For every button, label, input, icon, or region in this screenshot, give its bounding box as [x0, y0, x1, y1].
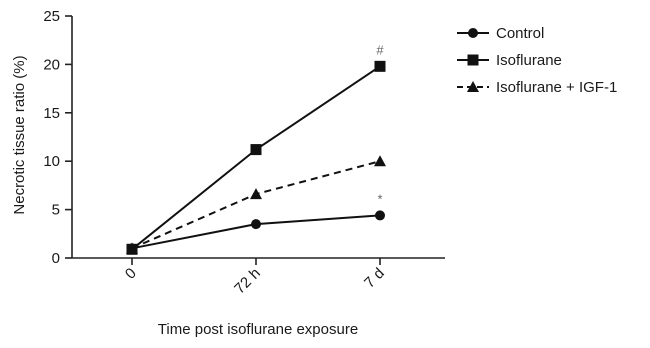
data-point — [374, 60, 386, 72]
data-point — [374, 155, 386, 167]
data-point — [250, 144, 262, 156]
x-axis-title: Time post isoflurane exposure — [158, 321, 358, 338]
legend-label: Isoflurane — [496, 52, 562, 69]
legend-label: Control — [496, 25, 544, 42]
y-tick-label: 20 — [43, 56, 60, 73]
series-isoflurane-igf-1 — [126, 155, 386, 254]
y-tick-label: 0 — [52, 250, 60, 267]
legend-marker — [467, 81, 479, 92]
data-point — [251, 219, 261, 230]
y-tick-label: 15 — [43, 105, 60, 122]
legend-marker — [467, 54, 479, 66]
legend-marker — [468, 28, 478, 38]
legend-item: Isoflurane — [457, 52, 562, 69]
x-axis: 0 72 h 7 d — [72, 257, 445, 298]
data-point — [250, 188, 262, 200]
significance-mark: # — [376, 42, 384, 57]
legend-label: Isoflurane + IGF-1 — [496, 79, 617, 96]
y-tick-label: 5 — [52, 202, 60, 219]
annotation-layer: #* — [376, 42, 384, 206]
series-layer — [126, 60, 386, 255]
series-control — [127, 210, 385, 254]
y-tick-label: 10 — [43, 153, 60, 170]
x-tick-label: 7 d — [361, 265, 388, 292]
data-point — [375, 210, 385, 221]
y-axis: 0 5 10 15 20 25 — [43, 8, 73, 267]
series-line — [131, 160, 381, 250]
legend: Control Isoflurane Isoflurane + IGF-1 — [457, 25, 617, 96]
legend-item: Control — [457, 25, 544, 42]
y-tick-label: 25 — [43, 8, 60, 25]
y-axis-title: Necrotic tissue ratio (%) — [11, 55, 28, 214]
data-point — [126, 242, 138, 254]
x-tick-label: 72 h — [231, 265, 264, 298]
x-tick-label: 0 — [122, 265, 140, 283]
significance-mark: * — [377, 191, 382, 206]
legend-item: Isoflurane + IGF-1 — [457, 79, 617, 96]
